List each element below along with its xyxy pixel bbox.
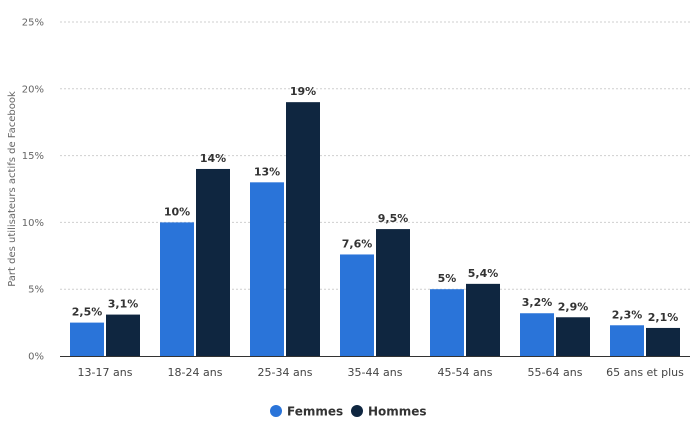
y-tick-label: 10%: [22, 218, 44, 229]
bar-femmes[interactable]: [70, 322, 104, 356]
data-label: 3,2%: [522, 296, 553, 309]
bar-hommes[interactable]: [196, 168, 230, 356]
legend-item-femmes[interactable]: Femmes: [270, 405, 343, 419]
legend: Femmes Hommes: [270, 405, 427, 419]
y-tick-label: 25%: [22, 18, 44, 29]
bar-femmes[interactable]: [430, 289, 464, 356]
legend-label-femmes: Femmes: [287, 405, 343, 419]
bar-femmes[interactable]: [340, 254, 374, 356]
data-label: 2,3%: [612, 308, 643, 321]
data-label: 5,4%: [468, 267, 499, 280]
data-label: 2,9%: [558, 300, 589, 313]
data-label: 2,5%: [72, 306, 103, 319]
y-tick-label: 0%: [28, 352, 44, 363]
x-category-label: 35-44 ans: [348, 366, 403, 379]
legend-swatch-hommes: [351, 405, 363, 417]
data-label: 9,5%: [378, 212, 409, 225]
data-label: 13%: [254, 165, 280, 178]
x-category-label: 55-64 ans: [528, 366, 583, 379]
bar-hommes[interactable]: [646, 327, 680, 356]
data-label: 7,6%: [342, 237, 373, 250]
bar-hommes[interactable]: [466, 283, 500, 356]
x-category-label: 18-24 ans: [168, 366, 223, 379]
legend-label-hommes: Hommes: [368, 405, 427, 419]
bar-femmes[interactable]: [250, 182, 284, 356]
y-tick-label: 20%: [22, 84, 44, 95]
data-label: 5%: [438, 272, 457, 285]
bar-hommes[interactable]: [106, 314, 140, 356]
x-category-label: 45-54 ans: [438, 366, 493, 379]
bar-femmes[interactable]: [520, 313, 554, 356]
data-labels: 2,5% 3,1% 10% 14% 13% 19% 7,6% 9,5% 5% 5,4% 3,2% 2,…: [72, 85, 679, 324]
bars: [70, 102, 680, 356]
x-category-label: 25-34 ans: [258, 366, 313, 379]
data-label: 3,1%: [108, 298, 139, 311]
bar-hommes[interactable]: [556, 317, 590, 356]
data-label: 14%: [200, 152, 226, 165]
gridlines: [60, 21, 690, 290]
legend-item-hommes[interactable]: Hommes: [351, 405, 427, 419]
x-axis-categories: 13-17 ans 18-24 ans 25-34 ans 35-44 ans 45-5…: [78, 366, 685, 379]
y-tick-label: 5%: [28, 285, 44, 296]
y-tick-label: 15%: [22, 151, 44, 162]
bar-hommes[interactable]: [286, 102, 320, 356]
legend-swatch-femmes: [270, 405, 282, 417]
data-label: 19%: [290, 85, 316, 98]
y-axis-label: Part des utilisateurs actifs de Facebook: [7, 91, 18, 287]
x-category-label: 65 ans et plus: [606, 366, 684, 379]
data-label: 2,1%: [648, 311, 679, 324]
x-category-label: 13-17 ans: [78, 366, 133, 379]
y-axis-ticks: 0% 5% 10% 15% 20% 25%: [22, 18, 44, 363]
bar-hommes[interactable]: [376, 229, 410, 356]
bar-femmes[interactable]: [610, 325, 644, 356]
bar-femmes[interactable]: [160, 222, 194, 356]
data-label: 10%: [164, 205, 190, 218]
